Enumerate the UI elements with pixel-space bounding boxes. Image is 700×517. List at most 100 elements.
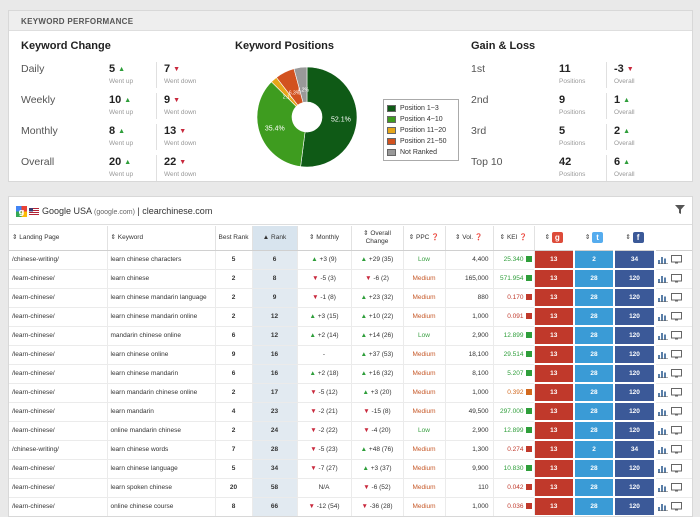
col-header-ppc[interactable]: ⇕ PPC ❓ — [403, 226, 446, 251]
table-row[interactable]: /chinese-writing/learn chinese words 7 28 ▼… — [9, 440, 692, 460]
table-row[interactable]: /learn-chinese/learn mandarin 4 23 ▼ -2 (21… — [9, 402, 692, 422]
monitor-icon[interactable] — [671, 407, 682, 416]
bar-chart-icon[interactable] — [658, 388, 668, 397]
pie-slice-label: 35.4% — [265, 126, 285, 133]
bar-chart-icon[interactable] — [658, 274, 668, 283]
legend-item[interactable]: Position 1~3 — [387, 103, 455, 114]
legend-item[interactable]: Position 11~20 — [387, 125, 455, 136]
google-plus-icon: g — [551, 232, 563, 244]
down-arrow-icon: ▼ — [626, 66, 634, 73]
landing-page-cell[interactable]: /learn-chinese/ — [9, 364, 108, 384]
table-row[interactable]: /learn-chinese/learn chinese mandarin 6 16… — [9, 364, 692, 384]
pie-slice-not-ranked[interactable] — [293, 66, 308, 103]
table-row[interactable]: /chinese-writing/learn chinese character… — [9, 250, 692, 270]
landing-page-cell[interactable]: /learn-chinese/ — [9, 421, 108, 441]
bar-chart-icon[interactable] — [658, 331, 668, 340]
filter-icon[interactable] — [675, 205, 685, 214]
bar-chart-icon[interactable] — [658, 464, 668, 473]
bar-chart-icon[interactable] — [658, 369, 668, 378]
col-header-actions — [655, 226, 692, 251]
monitor-icon[interactable] — [671, 369, 682, 378]
landing-page-cell[interactable]: /learn-chinese/ — [9, 459, 108, 479]
monitor-icon[interactable] — [671, 445, 682, 454]
col-header-twitter[interactable]: ⇕ t — [574, 226, 615, 251]
legend-item[interactable]: Position 21~50 — [387, 136, 455, 147]
search-engine-label[interactable]: Google USA (google.com) | clearchinese.c… — [42, 206, 212, 216]
bar-chart-icon[interactable] — [658, 312, 668, 321]
went-down-count: 7 ▼ — [164, 63, 181, 75]
bar-chart-icon[interactable] — [658, 293, 668, 302]
monitor-icon[interactable] — [671, 483, 682, 492]
monitor-icon[interactable] — [671, 312, 682, 321]
kei-indicator — [525, 446, 532, 452]
col-header-rank[interactable]: ▲ Rank — [252, 226, 298, 251]
google-plus-count-cell: 13 — [534, 326, 575, 346]
bar-chart-icon[interactable] — [658, 502, 668, 511]
table-row[interactable]: /learn-chinese/learn spoken chinese 20 58 N… — [9, 478, 692, 498]
best-rank-cell: 2 — [215, 421, 253, 441]
landing-page-cell[interactable]: /chinese-writing/ — [9, 250, 108, 270]
monthly-change-cell: ▼ -5 (3) — [297, 269, 352, 289]
best-rank-cell: 2 — [215, 288, 253, 308]
monitor-icon[interactable] — [671, 350, 682, 359]
table-row[interactable]: /learn-chinese/mandarin chinese online 6 1… — [9, 326, 692, 346]
table-row[interactable]: /learn-chinese/learn chinese online 9 16- ▲… — [9, 345, 692, 365]
landing-page-cell[interactable]: /learn-chinese/ — [9, 269, 108, 289]
col-header-volume[interactable]: ⇕ Vol. ❓ — [445, 226, 494, 251]
monitor-icon[interactable] — [671, 293, 682, 302]
table-row[interactable]: /learn-chinese/online mandarin chinese 2 2… — [9, 421, 692, 441]
landing-page-cell[interactable]: /learn-chinese/ — [9, 383, 108, 403]
overall-change-cell: ▲ +14 (26) — [351, 326, 404, 346]
up-arrow-icon: ▲ — [623, 159, 631, 166]
ppc-cell: Medium — [403, 269, 446, 289]
bar-chart-icon[interactable] — [658, 350, 668, 359]
table-row[interactable]: /learn-chinese/learn mandarin chinese on… — [9, 383, 692, 403]
col-header-google-plus[interactable]: ⇕ g — [534, 226, 575, 251]
col-header-overall-change[interactable]: ⇕ Overall Change — [351, 226, 404, 251]
table-row[interactable]: /learn-chinese/learn chinese language 5 34… — [9, 459, 692, 479]
pie-slice-position-4-10[interactable] — [256, 81, 306, 167]
google-plus-count-cell: 13 — [534, 497, 575, 516]
bar-chart-icon[interactable] — [658, 445, 668, 454]
landing-page-cell[interactable]: /learn-chinese/ — [9, 288, 108, 308]
monitor-icon[interactable] — [671, 331, 682, 340]
google-plus-count-cell: 13 — [534, 383, 575, 403]
col-header-best-rank[interactable]: Best Rank — [215, 226, 253, 251]
table-row[interactable]: /learn-chinese/learn chinese 2 8 ▼ -5 (3) ▼ … — [9, 269, 692, 289]
landing-page-cell[interactable]: /learn-chinese/ — [9, 326, 108, 346]
overall-change-cell: ▲ +3 (37) — [351, 459, 404, 479]
bar-chart-icon[interactable] — [658, 483, 668, 492]
landing-page-cell[interactable]: /learn-chinese/ — [9, 478, 108, 498]
col-header-keyword[interactable]: ⇕ Keyword — [107, 226, 216, 251]
bar-chart-icon[interactable] — [658, 407, 668, 416]
landing-page-cell[interactable]: /learn-chinese/ — [9, 345, 108, 365]
bar-chart-icon[interactable] — [658, 426, 668, 435]
legend-item[interactable]: Not Ranked — [387, 147, 455, 158]
positions-count: 9 — [559, 94, 566, 106]
table-row[interactable]: /learn-chinese/learn chinese mandarin on… — [9, 307, 692, 327]
col-header-landing-page[interactable]: ⇕ Landing Page — [9, 226, 108, 251]
table-row[interactable]: /learn-chinese/learn chinese mandarin la… — [9, 288, 692, 308]
landing-page-cell[interactable]: /learn-chinese/ — [9, 497, 108, 516]
monitor-icon[interactable] — [671, 502, 682, 511]
kei-indicator — [525, 465, 532, 471]
kei-indicator — [525, 427, 532, 433]
pie-slice-position-1-3[interactable] — [300, 66, 358, 168]
col-header-kei[interactable]: ⇕ KEI ❓ — [493, 226, 535, 251]
col-header-monthly[interactable]: ⇕ Monthly — [297, 226, 352, 251]
pie-slice-label: 6.3% — [289, 90, 301, 96]
col-header-facebook[interactable]: ⇕ f — [614, 226, 656, 251]
landing-page-cell[interactable]: /chinese-writing/ — [9, 440, 108, 460]
monitor-icon[interactable] — [671, 388, 682, 397]
legend-item[interactable]: Position 4~10 — [387, 114, 455, 125]
monitor-icon[interactable] — [671, 274, 682, 283]
landing-page-cell[interactable]: /learn-chinese/ — [9, 307, 108, 327]
table-row[interactable]: /learn-chinese/online chinese course 8 66 ▼… — [9, 497, 692, 516]
bar-chart-icon[interactable] — [658, 255, 668, 264]
monitor-icon[interactable] — [671, 426, 682, 435]
overall-change-cell: ▲ +10 (22) — [351, 307, 404, 327]
landing-page-cell[interactable]: /learn-chinese/ — [9, 402, 108, 422]
monitor-icon[interactable] — [671, 464, 682, 473]
monitor-icon[interactable] — [671, 255, 682, 264]
ppc-cell: Medium — [403, 307, 446, 327]
